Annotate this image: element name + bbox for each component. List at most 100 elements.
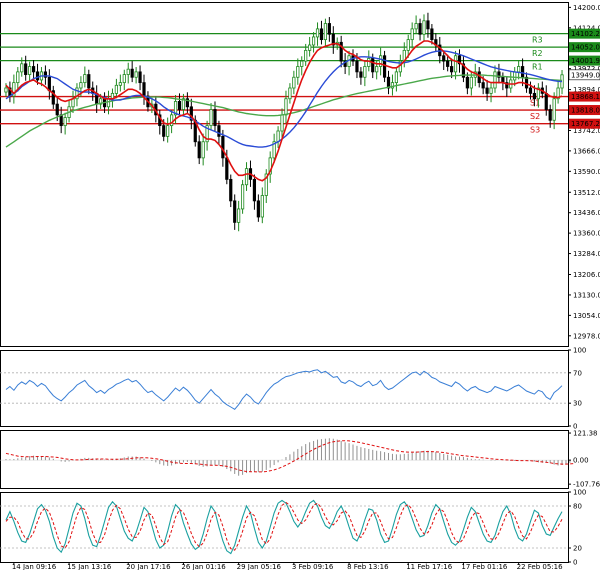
candle-body [83,74,87,84]
price-axis-tick-label: 12978.0 [573,332,600,340]
candle-body [213,109,217,127]
candle-body [173,101,178,116]
candle-body [35,71,40,81]
main-panel: 14200.014124.014048.013972.013894.013818… [0,2,600,347]
candle-body [532,92,537,100]
level-price-tag [569,105,600,116]
candle-body [55,103,59,116]
candle-body [217,125,221,137]
candle-body [189,106,193,121]
candle-body [114,84,118,94]
candle-body [284,98,288,116]
time-tick-label: 15 Jan 13:16 [67,563,112,570]
price-axis-tick-label: 13894.0 [573,86,600,94]
candle-body [461,63,466,78]
candle-body [331,33,335,46]
stochastic-axis-tick-label: 0 [573,559,577,567]
candle-body [177,101,182,110]
time-tick-label: 29 Jan 05:16 [237,563,282,570]
candle-body [339,41,343,62]
ma-slow-line [5,74,563,148]
price-axis-tick-label: 13130.0 [573,291,600,299]
price-axis-tick-label: 14200.0 [573,4,600,12]
level-price-label: 14001.9 [571,57,600,65]
candle-body [457,55,462,65]
candle-body [233,200,237,223]
stochastic-k-line [5,499,563,555]
candle-body [264,173,268,196]
candle-body [430,28,434,41]
candle-body [268,157,272,175]
candle-body [371,58,375,73]
level-price-label: 13818.0 [571,107,600,115]
candle-body [481,82,485,89]
candle-body [276,130,280,143]
time-tick-label: 26 Jan 01:16 [181,563,226,570]
candle-body [47,76,51,92]
candle-body [315,28,320,38]
level-price-label: 14102.2 [571,30,600,38]
candle-body [382,55,387,78]
candle-body [422,20,426,35]
candle-body [118,82,122,86]
candle-body [394,71,398,84]
stochastic-axis-tick-label: 80 [573,503,582,511]
time-tick-label: 20 Jan 17:16 [126,563,171,570]
candle-body [134,71,138,78]
price-axis-tick-label: 13742.0 [573,127,600,135]
candle-body [288,87,292,100]
candle-body [71,98,75,108]
rsi-axis-tick-label: 0 [573,423,577,431]
price-axis-tick-label: 13590.0 [573,168,600,176]
candle-body [138,71,142,84]
level-price-label: 14052.0 [571,44,600,52]
candle-body [75,87,79,100]
candle-body [418,23,422,35]
candle-body [181,98,186,110]
candle-body [319,28,324,41]
level-price-tag [569,28,600,39]
time-axis: 14 Jan 09:16 15 Jan 13:16 20 Jan 17:16 26 J… [12,562,563,570]
candle-body [517,66,521,73]
time-tick-label: 11 Feb 17:16 [406,563,452,570]
candle-body [256,200,260,218]
level-name-s3: S3 [530,126,540,135]
level-price-label: 13868.1 [571,93,600,101]
candle-body [209,109,213,127]
candle-body [367,58,371,67]
time-tick-label: 8 Feb 13:16 [347,563,389,570]
candle-body [28,66,32,75]
candle-body [544,92,548,110]
candle-body [311,36,316,46]
price-axis-tick-label: 14124.0 [573,24,600,32]
candle-body [237,208,241,223]
candle-body [20,63,24,73]
candle-body [406,39,410,51]
current-price-tag [568,69,600,81]
candle-body [520,66,525,78]
candle-body [450,66,454,73]
candle-body [292,76,296,89]
candle-body [536,87,540,100]
time-tick-label: 22 Feb 05:16 [517,563,563,570]
candle-body [493,71,497,89]
price-axis-tick-label: 13054.0 [573,312,600,320]
macd-axis-tick-label: 0.00 [573,457,589,465]
current-price-label: 13949.0 [571,71,600,79]
ma-fast-line [5,40,563,182]
candle-body [410,28,414,41]
price-axis-tick-label: 13666.0 [573,147,600,155]
candle-body [197,141,201,159]
macd-axis-tick-label: -107.76 [573,481,600,489]
candle-body [446,60,450,67]
stochastic-d-line [5,501,563,551]
candle-body [126,68,130,75]
rsi-axis-tick-label: 30 [573,400,582,408]
candle-body [327,23,331,35]
level-price-tag [569,55,600,66]
candle-body [453,55,458,73]
candle-body [12,82,16,97]
time-tick-label: 17 Feb 01:16 [461,563,507,570]
price-axis-tick-label: 13206.0 [573,271,600,279]
candle-body [485,87,489,94]
